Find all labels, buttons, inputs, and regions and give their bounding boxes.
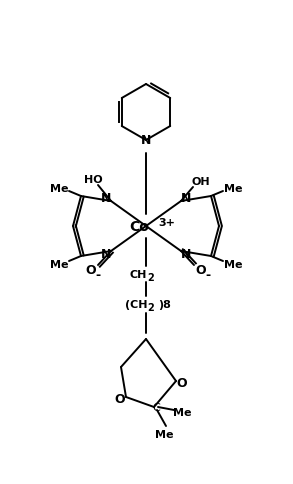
Text: 2: 2: [148, 272, 154, 283]
Text: 3+: 3+: [158, 217, 175, 227]
Text: Me: Me: [224, 259, 242, 270]
Text: Me: Me: [224, 183, 242, 194]
Text: Me: Me: [173, 407, 191, 417]
Text: CH: CH: [129, 270, 147, 279]
Text: Me: Me: [50, 259, 68, 270]
Text: O: O: [177, 377, 187, 390]
Text: N: N: [101, 192, 111, 205]
Text: C: C: [152, 402, 160, 412]
Text: N: N: [101, 248, 111, 261]
Text: )8: )8: [158, 300, 171, 309]
Text: Co: Co: [129, 220, 149, 233]
Text: HO: HO: [84, 175, 102, 184]
Text: OH: OH: [192, 177, 210, 187]
Text: Me: Me: [50, 183, 68, 194]
Text: (CH: (CH: [125, 300, 147, 309]
Text: O: O: [115, 393, 125, 406]
Text: 2: 2: [148, 302, 154, 312]
Text: O: O: [196, 264, 206, 277]
Text: N: N: [181, 248, 191, 261]
Text: O: O: [86, 264, 96, 277]
Text: -: -: [205, 269, 211, 282]
Text: -: -: [96, 269, 100, 282]
Text: N: N: [181, 192, 191, 205]
Text: N: N: [141, 134, 151, 147]
Text: Me: Me: [155, 429, 173, 439]
